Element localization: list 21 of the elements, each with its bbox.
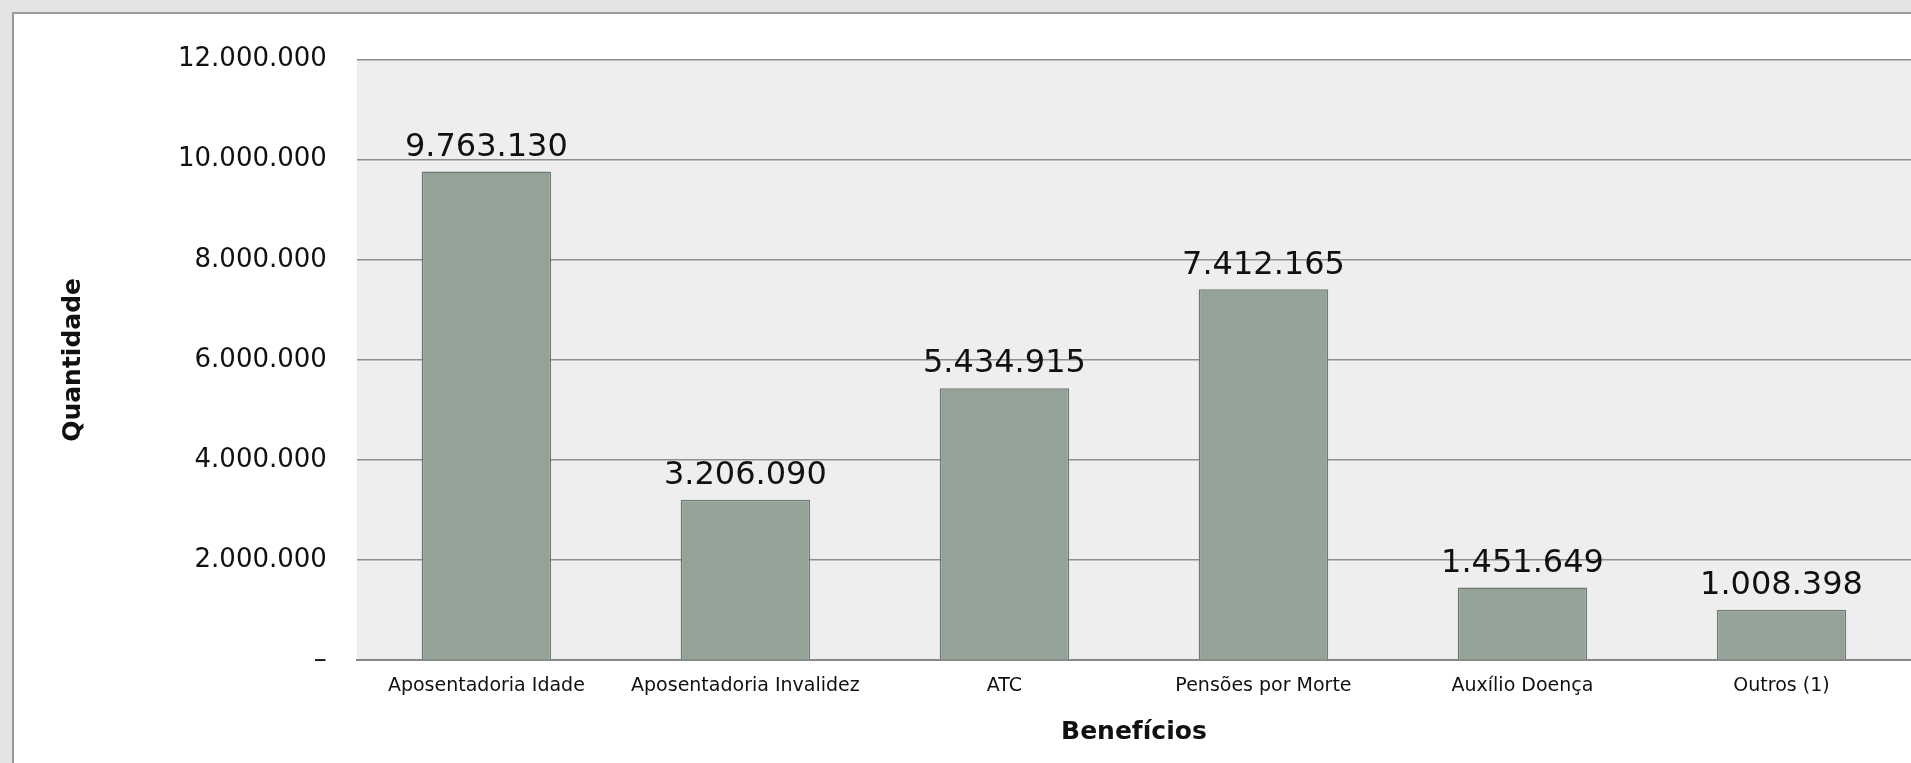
y-tick-label: 6.000.000 [194,342,327,373]
x-tick-label: Aposentadoria Invalidez [631,672,860,695]
x-tick-label: ATC [986,672,1023,695]
y-axis-title: Quantidade [56,277,86,442]
data-label: 1.008.398 [1700,564,1863,603]
x-tick-label: Aposentadoria Idade [387,672,585,695]
data-label: 5.434.915 [922,342,1086,381]
y-tick-label: 10.000.000 [177,142,327,173]
data-label: 9.763.130 [404,125,568,164]
data-label: 1.451.649 [1441,541,1604,580]
y-tick-label: 8.000.000 [194,242,327,273]
y-tick-label: 12.000.000 [177,42,327,73]
x-axis-title: Benefícios [1061,715,1207,745]
x-tick-label: Auxílio Doença [1451,672,1594,695]
data-label: 7.412.165 [1182,243,1345,282]
x-tick-label: Outros (1) [1733,672,1830,695]
y-tick-label: 2.000.000 [194,542,327,573]
y-tick-label: 4.000.000 [194,442,327,473]
x-tick-label: Pensões por Morte [1175,672,1352,695]
y-tick-label: – [313,642,327,673]
data-label: 3.206.090 [663,454,827,493]
